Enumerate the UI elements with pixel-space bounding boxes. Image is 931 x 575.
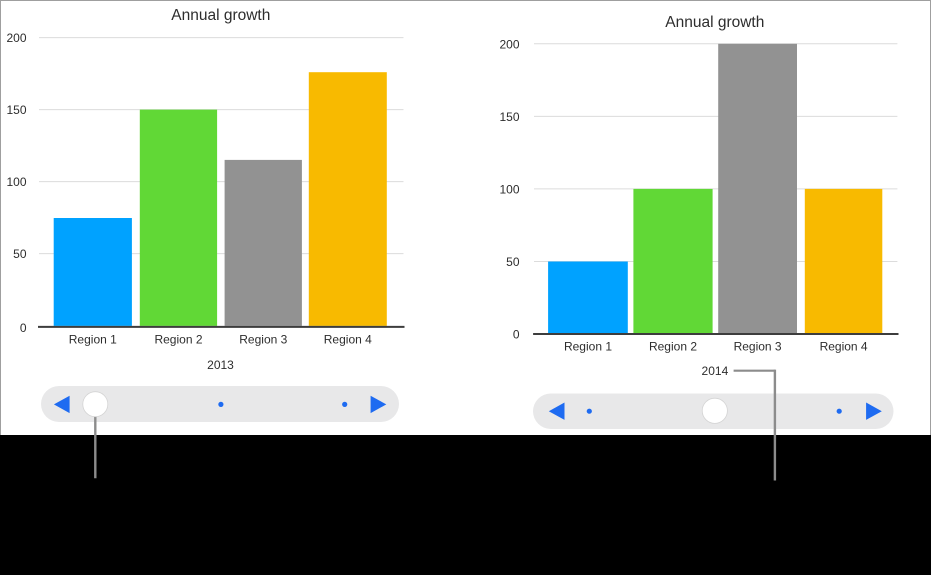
svg-text:100: 100 (6, 175, 26, 189)
svg-text:Region 3: Region 3 (734, 340, 782, 354)
svg-text:Annual growth: Annual growth (665, 14, 764, 31)
svg-text:2014: 2014 (702, 364, 729, 378)
svg-text:200: 200 (499, 37, 519, 51)
svg-text:2013: 2013 (207, 358, 234, 372)
svg-text:Region 1: Region 1 (564, 340, 612, 354)
svg-text:Region 4: Region 4 (324, 333, 372, 347)
svg-text:Region 2: Region 2 (154, 333, 202, 347)
svg-text:Region 4: Region 4 (820, 340, 868, 354)
svg-text:50: 50 (13, 247, 27, 261)
svg-text:0: 0 (513, 328, 520, 342)
svg-text:Region 3: Region 3 (239, 333, 287, 347)
svg-text:100: 100 (499, 183, 519, 197)
svg-text:150: 150 (499, 110, 519, 124)
svg-text:50: 50 (506, 255, 520, 269)
svg-text:200: 200 (6, 31, 26, 45)
svg-text:Region 1: Region 1 (69, 333, 117, 347)
svg-text:Region 2: Region 2 (649, 340, 697, 354)
svg-text:0: 0 (20, 321, 27, 335)
svg-text:150: 150 (6, 103, 26, 117)
svg-text:Annual growth: Annual growth (171, 7, 270, 24)
